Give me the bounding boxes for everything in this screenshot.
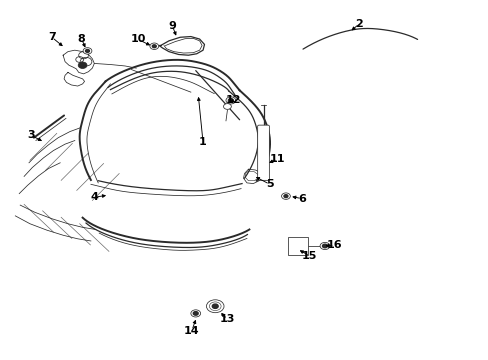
Text: 5: 5 (265, 179, 273, 189)
Circle shape (85, 49, 89, 52)
Text: 8: 8 (78, 34, 85, 44)
Text: 14: 14 (183, 325, 199, 336)
Text: 12: 12 (225, 95, 241, 105)
Circle shape (223, 104, 231, 109)
Text: 16: 16 (326, 240, 342, 250)
Circle shape (78, 62, 87, 68)
Circle shape (281, 193, 290, 199)
Circle shape (320, 242, 329, 249)
Circle shape (193, 312, 198, 315)
Text: 10: 10 (130, 35, 145, 44)
Text: 9: 9 (168, 21, 176, 31)
Circle shape (322, 244, 327, 248)
Text: 1: 1 (199, 138, 206, 147)
Text: 7: 7 (48, 32, 56, 42)
Circle shape (212, 304, 218, 309)
FancyBboxPatch shape (288, 237, 307, 255)
Text: 13: 13 (219, 314, 235, 324)
Text: 2: 2 (354, 19, 362, 29)
Circle shape (150, 43, 158, 49)
Circle shape (209, 302, 221, 311)
Circle shape (284, 195, 287, 198)
Text: 15: 15 (302, 251, 317, 261)
Circle shape (83, 48, 92, 54)
FancyBboxPatch shape (257, 125, 269, 180)
Circle shape (206, 300, 224, 313)
Text: 11: 11 (269, 154, 285, 164)
Circle shape (152, 45, 156, 48)
Text: 3: 3 (27, 130, 35, 140)
Text: 4: 4 (90, 192, 98, 202)
Text: 6: 6 (298, 194, 305, 204)
Circle shape (190, 310, 200, 317)
Circle shape (225, 97, 235, 104)
Circle shape (228, 99, 233, 102)
